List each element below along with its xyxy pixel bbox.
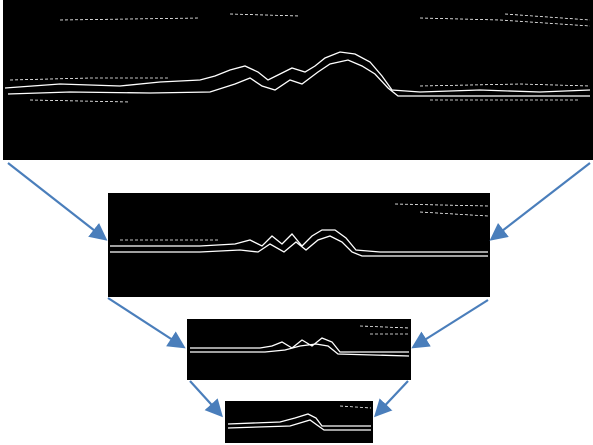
level-0-image	[3, 0, 593, 160]
arrow	[190, 381, 220, 414]
arrow	[493, 163, 590, 238]
pyramid-figure	[0, 0, 593, 445]
level-3-image	[225, 401, 373, 443]
arrow	[108, 298, 182, 346]
level-1-image	[108, 193, 490, 297]
arrow	[377, 381, 408, 414]
arrow	[415, 300, 488, 346]
level-2-image	[187, 319, 411, 380]
arrow	[8, 163, 104, 238]
